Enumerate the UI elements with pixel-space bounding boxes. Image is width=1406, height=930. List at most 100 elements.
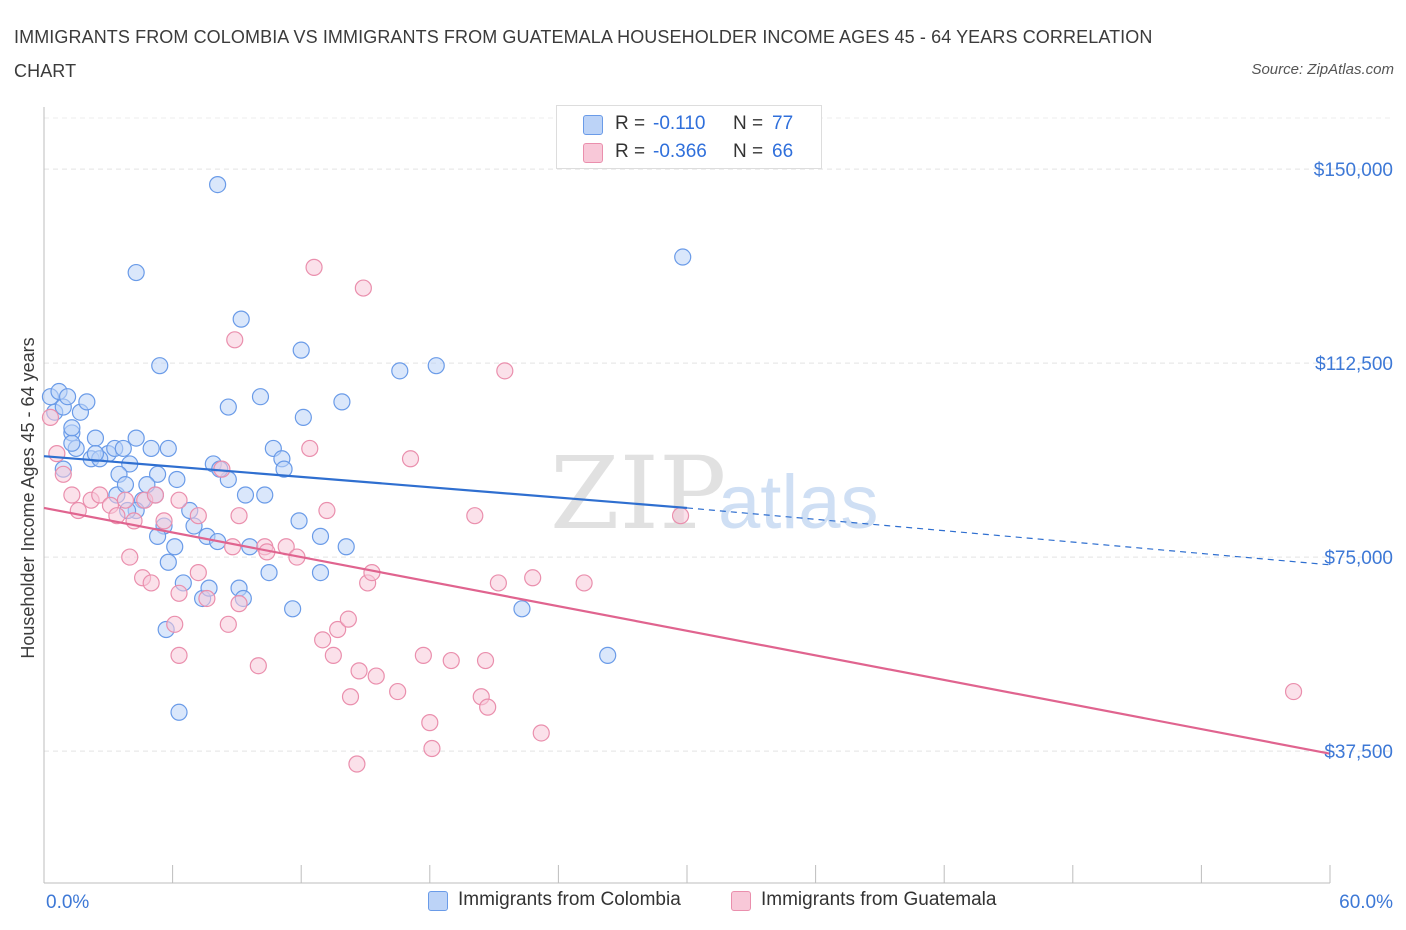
- guatemala-point: [314, 631, 332, 649]
- guatemala-point: [389, 682, 407, 701]
- legend-n-value-colombia: 77: [772, 113, 794, 134]
- colombia-point: [427, 357, 445, 375]
- colombia-point: [251, 388, 270, 406]
- colombia-point: [168, 470, 186, 489]
- colombia-point: [151, 357, 169, 375]
- y-tick-label: $112,500: [1315, 354, 1393, 375]
- guatemala-point: [198, 589, 216, 608]
- legend-swatch-guatemala: [583, 143, 603, 163]
- colombia-point: [159, 439, 177, 458]
- guatemala-point: [219, 615, 237, 633]
- y-tick-label: $37,500: [1324, 742, 1393, 763]
- legend-r-value-colombia: -0.110: [653, 113, 706, 134]
- colombia-point: [513, 600, 531, 618]
- colombia-point: [219, 398, 237, 416]
- legend-swatch-colombia: [583, 115, 603, 135]
- colombia-trend-extension: [686, 507, 1331, 566]
- colombia-point: [63, 434, 81, 452]
- legend-n-label: N =: [733, 141, 764, 162]
- guatemala-point: [230, 595, 248, 613]
- guatemala-point: [170, 491, 188, 509]
- guatemala-point: [116, 491, 135, 509]
- watermark-atlas: atlas: [718, 460, 879, 545]
- legend-r-value-guatemala: -0.366: [653, 141, 707, 162]
- colombia-point: [148, 527, 167, 545]
- x-tick-label: 60.0%: [1339, 892, 1393, 913]
- colombia-point: [292, 341, 310, 359]
- guatemala-point: [367, 667, 385, 685]
- guatemala-point: [142, 574, 160, 592]
- colombia-point: [236, 486, 255, 504]
- guatemala-point: [224, 538, 242, 556]
- guatemala-point: [301, 439, 319, 458]
- colombia-point: [166, 538, 184, 556]
- guatemala-point: [339, 610, 357, 628]
- guatemala-point: [155, 512, 173, 530]
- guatemala-point: [329, 620, 347, 639]
- guatemala-point: [63, 486, 81, 504]
- y-axis-title: Householder Income Ages 45 - 64 years: [18, 337, 38, 658]
- colombia-point: [58, 388, 77, 406]
- colombia-point: [116, 476, 135, 494]
- guatemala-point: [348, 755, 366, 773]
- bottom-legend-swatch-colombia: [428, 891, 448, 911]
- watermark: ZIP atlas: [550, 435, 879, 552]
- colombia-point: [599, 646, 617, 664]
- guatemala-point: [1284, 682, 1303, 701]
- guatemala-point: [91, 486, 109, 504]
- guatemala-point: [166, 615, 184, 633]
- legend-r-label: R =: [615, 113, 646, 134]
- colombia-point: [674, 248, 692, 266]
- colombia-point: [391, 362, 409, 380]
- guatemala-point: [230, 507, 248, 525]
- guatemala-point: [226, 331, 244, 349]
- colombia-point: [311, 527, 330, 545]
- guatemala-point: [189, 507, 207, 525]
- colombia-point: [127, 429, 145, 447]
- correlation-legend: R = -0.110 N = 77 R = -0.366 N = 66: [556, 105, 822, 169]
- guatemala-point: [532, 724, 550, 742]
- guatemala-point: [189, 563, 207, 582]
- guatemala-point: [305, 258, 323, 276]
- guatemala-point: [324, 646, 342, 664]
- colombia-point: [114, 439, 132, 458]
- guatemala-point: [146, 486, 165, 504]
- guatemala-point: [575, 574, 593, 592]
- bottom-legend-label-guatemala: Immigrants from Guatemala: [761, 889, 997, 910]
- colombia-point: [256, 486, 274, 504]
- label-layer: $37,500 $75,000 $112,500 $150,000 0.0% 60.0% H…: [18, 160, 1393, 913]
- guatemala-point: [318, 501, 336, 520]
- axis-layer: [43, 107, 1331, 884]
- guatemala-point: [524, 569, 542, 587]
- source-label: Source: ZipAtlas.com: [1251, 61, 1394, 78]
- guatemala-point: [249, 657, 267, 675]
- trend-layer: [43, 455, 1331, 755]
- guatemala-point: [421, 714, 439, 732]
- y-tick-label: $150,000: [1314, 160, 1393, 181]
- guatemala-point: [476, 651, 495, 670]
- colombia-point: [86, 429, 105, 447]
- guatemala-point: [414, 646, 432, 664]
- chart-title: IMMIGRANTS FROM COLOMBIA VS IMMIGRANTS F…: [14, 27, 1153, 81]
- guatemala-point: [401, 450, 420, 468]
- legend-n-label: N =: [733, 113, 764, 134]
- guatemala-point: [48, 445, 66, 463]
- guatemala-point: [121, 548, 139, 566]
- colombia-point: [209, 176, 227, 194]
- y-tick-label: $75,000: [1324, 548, 1393, 569]
- bottom-legend-label-colombia: Immigrants from Colombia: [458, 889, 681, 910]
- guatemala-point: [496, 362, 514, 380]
- guatemala-point: [479, 698, 497, 716]
- colombia-point: [142, 439, 160, 458]
- colombia-point: [333, 393, 351, 411]
- guatemala-trend-line: [43, 506, 1331, 755]
- colombia-point: [294, 408, 312, 426]
- colombia-point: [86, 445, 105, 463]
- guatemala-point: [354, 279, 372, 297]
- bottom-legend-swatch-guatemala: [731, 891, 751, 911]
- guatemala-point: [442, 651, 460, 670]
- guatemala-point: [671, 507, 690, 525]
- colombia-point: [337, 538, 355, 556]
- colombia-point: [159, 553, 177, 571]
- colombia-point: [284, 600, 302, 618]
